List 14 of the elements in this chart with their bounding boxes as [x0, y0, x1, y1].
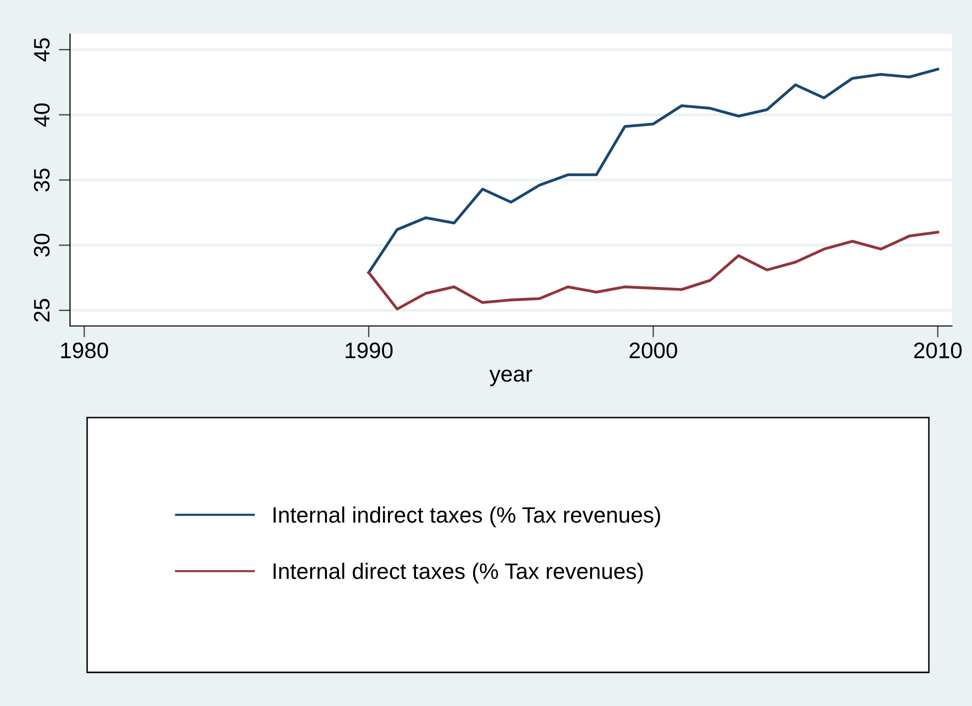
- x-axis-title: year: [489, 370, 532, 386]
- y-tick-label: 35: [34, 168, 50, 192]
- line-series: [367, 230, 940, 310]
- x-tick-label: 1990: [346, 342, 393, 358]
- x-tick-label: 2000: [630, 342, 678, 358]
- legend-label: Internal direct taxes (% Tax revenues): [274, 562, 643, 584]
- legend-label: Internal indirect taxes (% Tax revenues): [274, 506, 660, 528]
- x-tick-label: 2010: [914, 342, 962, 358]
- y-tick-label: 25: [34, 298, 50, 322]
- y-tick-label: 45: [34, 38, 50, 62]
- line-series: [367, 68, 940, 274]
- y-tick-label: 40: [34, 103, 50, 127]
- x-tick-label: 1980: [61, 342, 108, 358]
- y-tick-label: 30: [34, 234, 50, 257]
